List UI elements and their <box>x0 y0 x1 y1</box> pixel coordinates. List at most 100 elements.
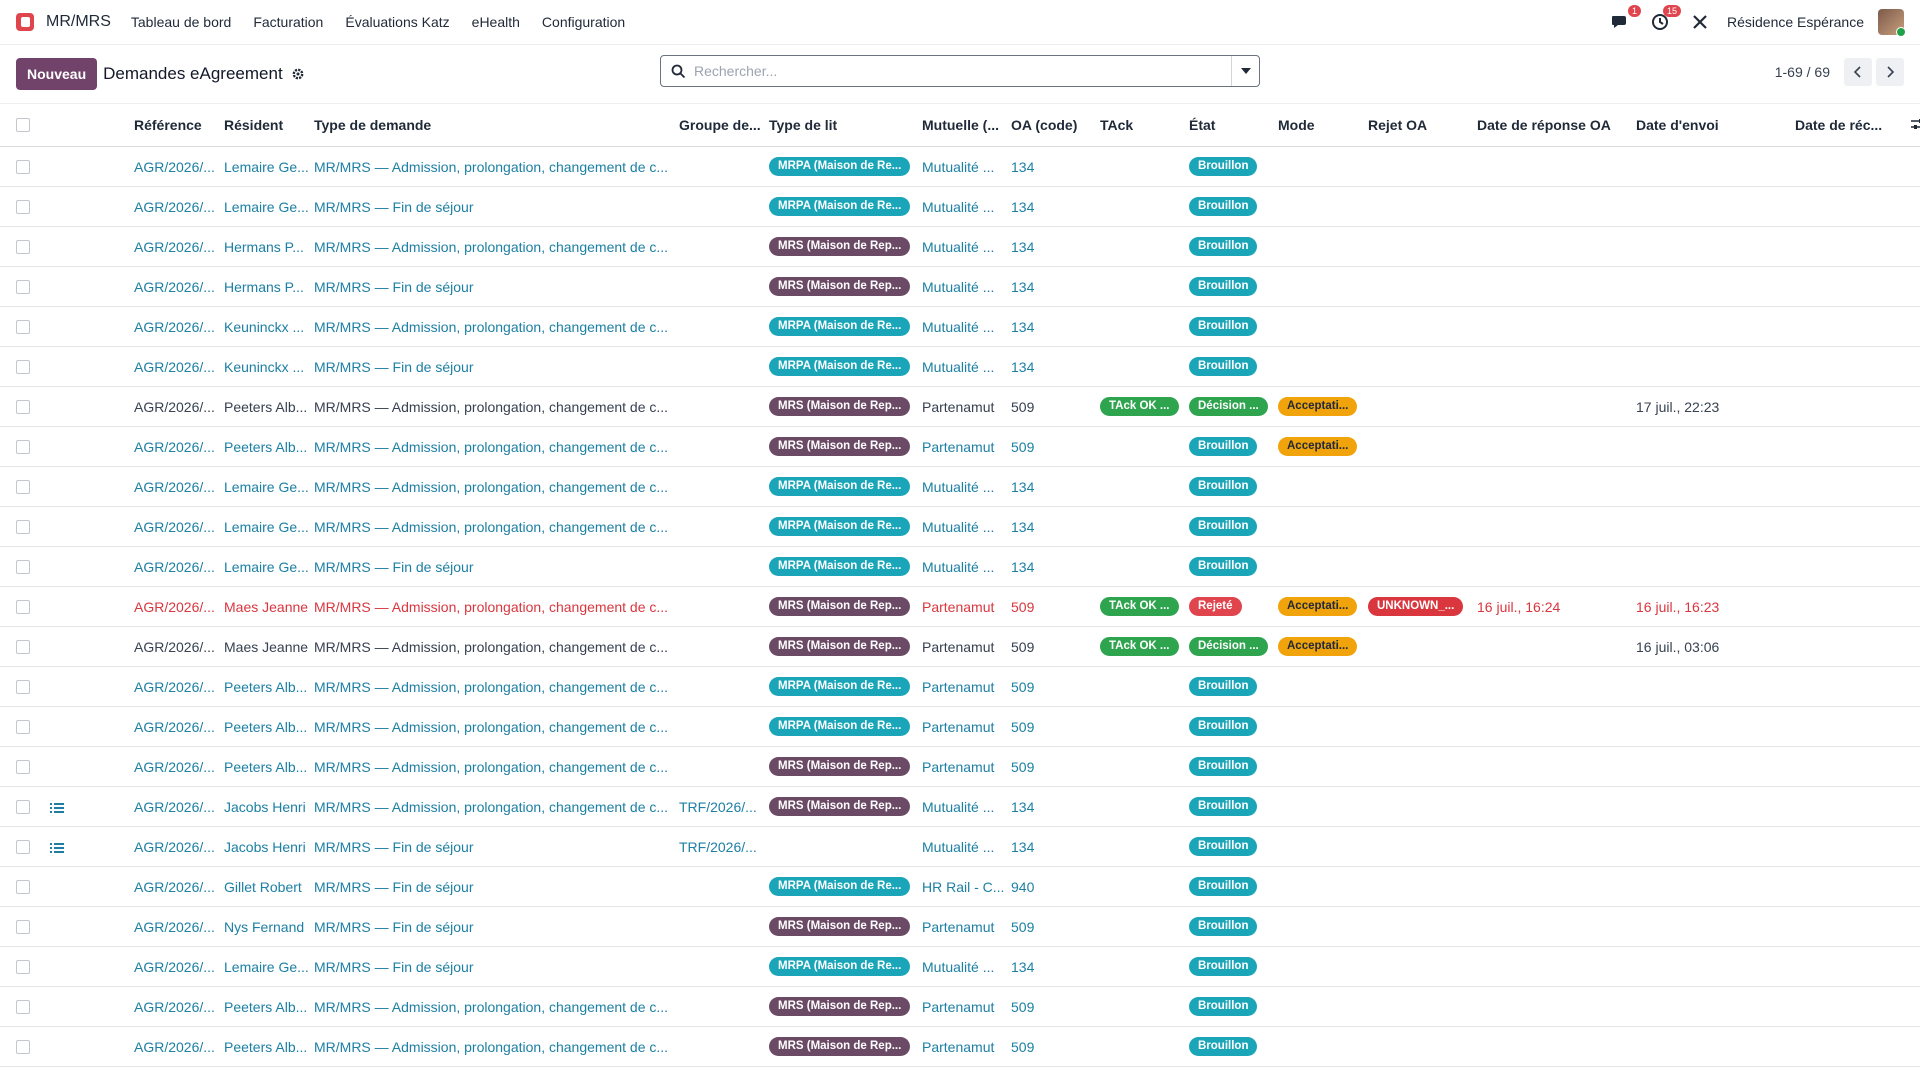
row-checkbox[interactable] <box>0 666 50 707</box>
table-row[interactable]: AGR/2026/... Maes Jeanne MR/MRS — Admiss… <box>0 586 1920 627</box>
table-row[interactable]: AGR/2026/... Keuninckx ... MR/MRS — Admi… <box>0 306 1920 347</box>
new-button[interactable]: Nouveau <box>16 58 98 90</box>
row-checkbox[interactable] <box>0 386 50 427</box>
app-logo-icon[interactable] <box>16 13 34 31</box>
cell-reference: AGR/2026/... <box>134 906 224 947</box>
table-row[interactable]: AGR/2026/... Nys Fernand MR/MRS — Fin de… <box>0 906 1920 947</box>
row-checkbox[interactable] <box>0 546 50 587</box>
list-icon[interactable] <box>50 802 64 814</box>
col-state[interactable]: État <box>1189 103 1278 147</box>
row-checkbox[interactable] <box>0 466 50 507</box>
row-checkbox[interactable] <box>0 1026 50 1067</box>
cell-mode: Acceptati... <box>1278 426 1368 467</box>
column-options-button[interactable] <box>1911 103 1920 147</box>
cell-oa-code: 134 <box>1011 506 1100 547</box>
col-sent-date[interactable]: Date d'envoi <box>1636 103 1795 147</box>
menu-billing[interactable]: Facturation <box>253 14 324 30</box>
state-badge: Brouillon <box>1189 797 1258 816</box>
pager-next-button[interactable] <box>1876 58 1904 86</box>
col-group[interactable]: Groupe de... <box>679 103 769 147</box>
cell-mode <box>1278 946 1368 987</box>
pager-previous-button[interactable] <box>1844 58 1872 86</box>
table-row[interactable]: AGR/2026/... Peeters Alb... MR/MRS — Adm… <box>0 706 1920 747</box>
table-row[interactable]: AGR/2026/... Lemaire Ge... MR/MRS — Admi… <box>0 506 1920 547</box>
row-checkbox[interactable] <box>0 626 50 667</box>
search-input[interactable] <box>694 63 1231 79</box>
row-checkbox[interactable] <box>0 826 50 867</box>
table-row[interactable]: AGR/2026/... Peeters Alb... MR/MRS — Adm… <box>0 386 1920 427</box>
table-row[interactable]: AGR/2026/... Hermans P... MR/MRS — Admis… <box>0 226 1920 267</box>
table-row[interactable]: AGR/2026/... Lemaire Ge... MR/MRS — Fin … <box>0 946 1920 987</box>
cell-bed-type: MRPA (Maison de Re... <box>769 706 922 747</box>
select-all-checkbox[interactable] <box>0 103 50 147</box>
cell-oa-code: 509 <box>1011 986 1100 1027</box>
table-row[interactable]: AGR/2026/... Peeters Alb... MR/MRS — Adm… <box>0 1026 1920 1067</box>
user-avatar[interactable] <box>1878 9 1906 37</box>
row-checkbox[interactable] <box>0 946 50 987</box>
table-row[interactable]: AGR/2026/... Lemaire Ge... MR/MRS — Admi… <box>0 466 1920 507</box>
row-checkbox[interactable] <box>0 986 50 1027</box>
row-checkbox[interactable] <box>0 866 50 907</box>
col-oa-code[interactable]: OA (code) <box>1011 103 1100 147</box>
table-row[interactable]: AGR/2026/... Lemaire Ge... MR/MRS — Fin … <box>0 546 1920 587</box>
table-row[interactable]: AGR/2026/... Peeters Alb... MR/MRS — Adm… <box>0 746 1920 787</box>
col-oa-response-date[interactable]: Date de réponse OA <box>1477 103 1636 147</box>
menu-katz-evaluations[interactable]: Évaluations Katz <box>345 14 450 30</box>
row-checkbox[interactable] <box>0 786 50 827</box>
col-mode[interactable]: Mode <box>1278 103 1368 147</box>
row-checkbox[interactable] <box>0 266 50 307</box>
activities-button[interactable]: 15 <box>1649 5 1682 33</box>
table-row[interactable]: AGR/2026/... Peeters Alb... MR/MRS — Adm… <box>0 426 1920 467</box>
messages-button[interactable]: 1 <box>1609 5 1642 33</box>
cell-options <box>1911 586 1920 627</box>
row-checkbox[interactable] <box>0 426 50 467</box>
table-row[interactable]: AGR/2026/... Peeters Alb... MR/MRS — Adm… <box>0 986 1920 1027</box>
cell-bed-type: MRS (Maison de Rep... <box>769 266 922 307</box>
col-reference[interactable]: Référence <box>134 103 224 147</box>
activities-count-badge: 15 <box>1663 5 1682 17</box>
col-request-type[interactable]: Type de demande <box>314 103 679 147</box>
col-bed-type[interactable]: Type de lit <box>769 103 922 147</box>
app-name[interactable]: MR/MRS <box>46 13 111 30</box>
row-checkbox[interactable] <box>0 146 50 187</box>
menu-configuration[interactable]: Configuration <box>541 14 626 30</box>
col-tack[interactable]: TAck <box>1100 103 1189 147</box>
gear-icon[interactable] <box>291 67 305 81</box>
pager-value[interactable]: 1-69 / 69 <box>1774 64 1830 80</box>
list-icon[interactable] <box>50 842 64 854</box>
search-options-toggle[interactable] <box>1231 56 1259 86</box>
row-checkbox[interactable] <box>0 506 50 547</box>
menu-dashboard[interactable]: Tableau de bord <box>130 14 232 30</box>
cell-received-date <box>1795 826 1911 867</box>
cell-received-date <box>1795 666 1911 707</box>
row-checkbox[interactable] <box>0 346 50 387</box>
col-received-date[interactable]: Date de réc... <box>1795 103 1911 147</box>
company-switcher[interactable]: Résidence Espérance <box>1727 14 1864 30</box>
table-row[interactable]: AGR/2026/... Jacobs Henri MR/MRS — Admis… <box>0 786 1920 827</box>
cell-mode <box>1278 226 1368 267</box>
row-checkbox[interactable] <box>0 906 50 947</box>
table-row[interactable]: AGR/2026/... Lemaire Ge... MR/MRS — Fin … <box>0 186 1920 227</box>
row-checkbox[interactable] <box>0 586 50 627</box>
table-row[interactable]: AGR/2026/... Lemaire Ge... MR/MRS — Admi… <box>0 146 1920 187</box>
col-mutual[interactable]: Mutuelle (... <box>922 103 1011 147</box>
cell-state: Brouillon <box>1189 866 1278 907</box>
debug-tools-button[interactable] <box>1689 11 1711 33</box>
col-oa-rejection[interactable]: Rejet OA <box>1368 103 1477 147</box>
menu-ehealth[interactable]: eHealth <box>471 14 520 30</box>
row-checkbox[interactable] <box>0 186 50 227</box>
row-checkbox[interactable] <box>0 226 50 267</box>
row-checkbox[interactable] <box>0 306 50 347</box>
cell-resident: Lemaire Ge... <box>224 506 314 547</box>
table-row[interactable]: AGR/2026/... Keuninckx ... MR/MRS — Fin … <box>0 346 1920 387</box>
table-row[interactable]: AGR/2026/... Hermans P... MR/MRS — Fin d… <box>0 266 1920 307</box>
table-row[interactable]: AGR/2026/... Gillet Robert MR/MRS — Fin … <box>0 866 1920 907</box>
col-resident[interactable]: Résident <box>224 103 314 147</box>
row-checkbox[interactable] <box>0 746 50 787</box>
table-row[interactable]: AGR/2026/... Maes Jeanne MR/MRS — Admiss… <box>0 626 1920 667</box>
table-row[interactable]: AGR/2026/... Peeters Alb... MR/MRS — Adm… <box>0 666 1920 707</box>
row-checkbox[interactable] <box>0 706 50 747</box>
table-row[interactable]: AGR/2026/... Jacobs Henri MR/MRS — Fin d… <box>0 826 1920 867</box>
cell-group <box>679 266 769 307</box>
bed-type-tag: MRS (Maison de Rep... <box>769 917 911 936</box>
